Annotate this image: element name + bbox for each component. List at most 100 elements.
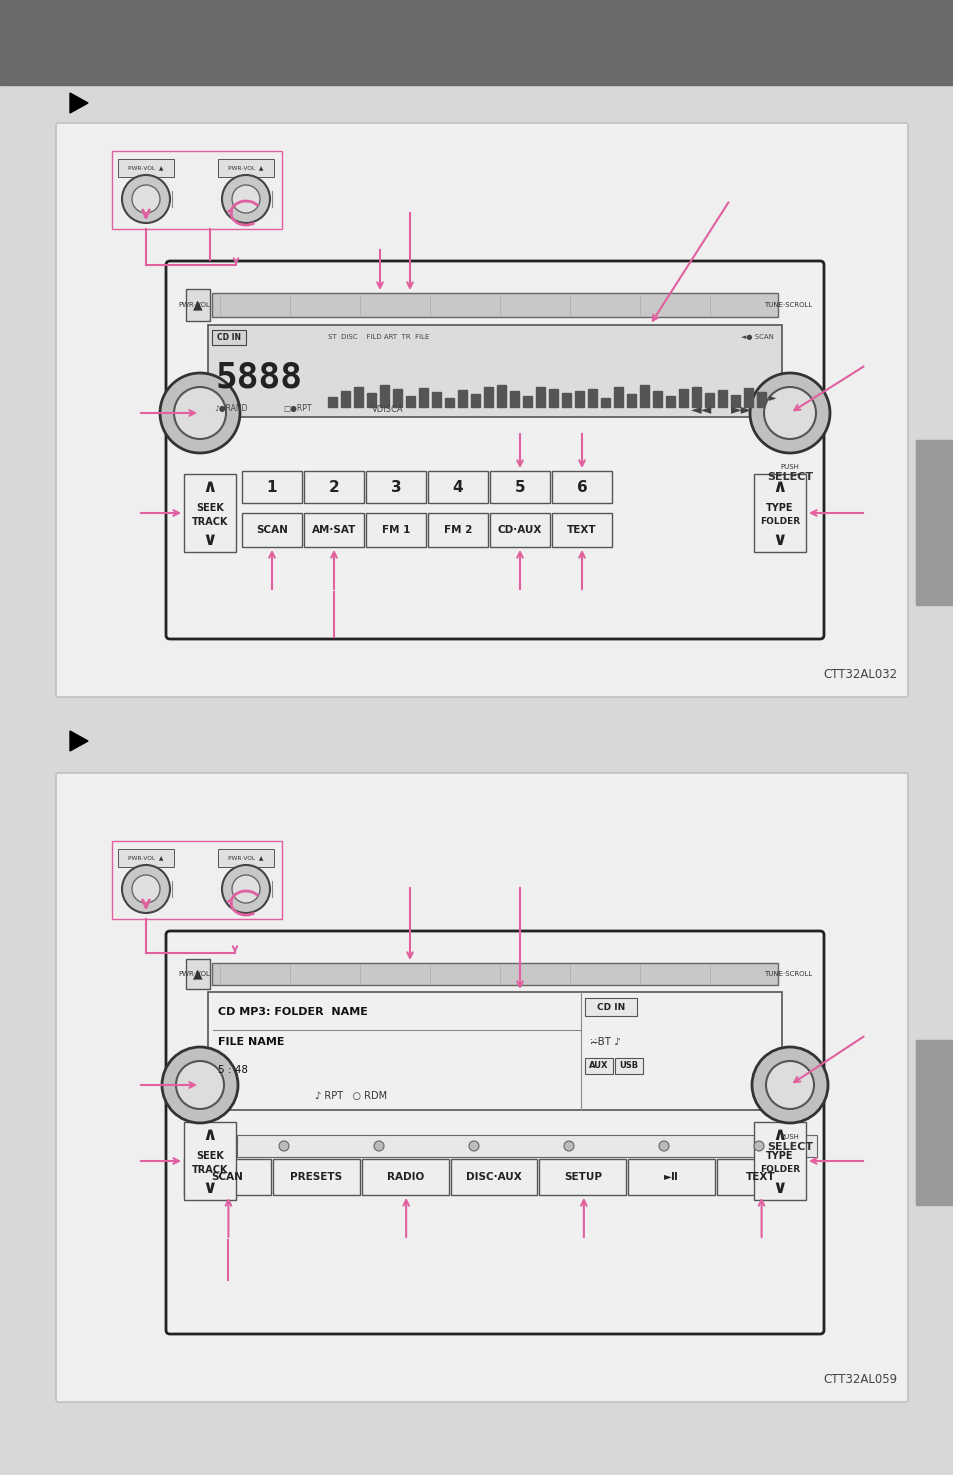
Text: SETUP: SETUP [563,1173,601,1181]
Text: PWR·VOL  ▲: PWR·VOL ▲ [128,855,164,860]
Bar [112,841,282,919]
Circle shape [222,864,270,913]
Bar [915,1040,953,1205]
Text: PWR·VOL  ▲: PWR·VOL ▲ [228,165,263,171]
Circle shape [563,1142,574,1150]
Bar [584,999,637,1016]
Circle shape [749,373,829,453]
Bar [444,398,454,407]
Circle shape [753,1142,763,1150]
Bar [561,392,571,407]
Bar [208,324,781,417]
Circle shape [132,875,160,903]
Bar [536,386,544,407]
Bar [208,993,781,1111]
Text: PRESETS: PRESETS [290,1173,342,1181]
Text: 6: 6 [576,479,587,494]
Polygon shape [70,732,88,751]
Bar [118,159,173,177]
Text: PWR·VOL  ▲: PWR·VOL ▲ [128,165,164,171]
Circle shape [222,176,270,223]
Bar [717,1159,803,1195]
Bar [366,471,426,503]
Bar [273,1159,359,1195]
Bar [218,159,274,177]
Text: PWR·VOL: PWR·VOL [178,971,210,976]
Text: ▲: ▲ [193,298,203,311]
Text: ∧: ∧ [772,1125,786,1145]
Bar [652,391,661,407]
Bar [915,440,953,605]
Text: 3: 3 [391,479,401,494]
Text: ∨: ∨ [202,1179,217,1198]
Bar [432,392,440,407]
Bar [428,513,488,547]
Text: ►►: ►► [731,403,752,416]
FancyBboxPatch shape [56,122,907,698]
Bar [718,389,726,407]
Circle shape [659,1142,668,1150]
Bar [753,473,805,552]
Bar [367,392,375,407]
Circle shape [763,386,815,440]
Text: 1: 1 [267,479,277,494]
Text: FILE NAME: FILE NAME [218,1037,284,1047]
Bar [304,471,364,503]
Circle shape [122,864,170,913]
Bar [212,330,246,345]
Bar [628,1159,715,1195]
Bar [340,391,350,407]
Bar [490,513,550,547]
Bar [218,850,274,867]
Text: CD IN: CD IN [597,1003,624,1012]
Text: 5 : 48: 5 : 48 [218,1065,248,1075]
Bar [242,471,302,503]
Circle shape [374,1142,384,1150]
Text: DISC·AUX: DISC·AUX [466,1173,521,1181]
Text: ∨: ∨ [202,531,217,549]
Text: TRACK: TRACK [192,1165,228,1176]
Text: SELECT: SELECT [766,472,812,482]
Text: PWR·VOL  ▲: PWR·VOL ▲ [228,855,263,860]
Text: PUSH: PUSH [780,465,799,471]
Text: SCAN: SCAN [212,1173,243,1181]
Text: ⁙̶BT ♪: ⁙̶BT ♪ [589,1037,620,1047]
Text: FM 1: FM 1 [381,525,410,535]
Text: ♪●RAND: ♪●RAND [213,404,247,413]
Circle shape [122,176,170,223]
Text: CTT32AL032: CTT32AL032 [823,668,897,681]
Text: ST  DISC    FILD ART  TR  FILE: ST DISC FILD ART TR FILE [328,333,429,341]
Circle shape [232,184,260,212]
Bar [366,513,426,547]
Circle shape [173,386,226,440]
Bar [757,392,765,407]
Text: ►: ► [768,392,775,403]
Text: RADIO: RADIO [386,1173,423,1181]
Bar [0,0,953,86]
Text: 5888: 5888 [215,360,303,394]
Circle shape [132,184,160,212]
Text: SELECT: SELECT [766,1142,812,1152]
Text: PUSH: PUSH [780,1134,799,1140]
Bar [753,1122,805,1201]
Text: TEXT: TEXT [745,1173,775,1181]
Text: SCAN: SCAN [255,525,288,535]
Bar [184,1159,271,1195]
Circle shape [751,1047,827,1122]
Bar [450,1159,537,1195]
Bar [575,391,583,407]
Text: TYPE: TYPE [765,1150,793,1161]
Bar [418,388,428,407]
Bar [615,1058,642,1074]
FancyBboxPatch shape [166,931,823,1333]
Text: 4: 4 [453,479,463,494]
Text: ∨: ∨ [772,531,786,549]
Bar [584,1058,613,1074]
Text: FM 2: FM 2 [443,525,472,535]
Bar [406,395,415,407]
Text: 2: 2 [328,479,339,494]
Bar [379,385,389,407]
Bar [704,392,713,407]
Circle shape [765,1061,813,1109]
Text: AUX: AUX [589,1062,608,1071]
